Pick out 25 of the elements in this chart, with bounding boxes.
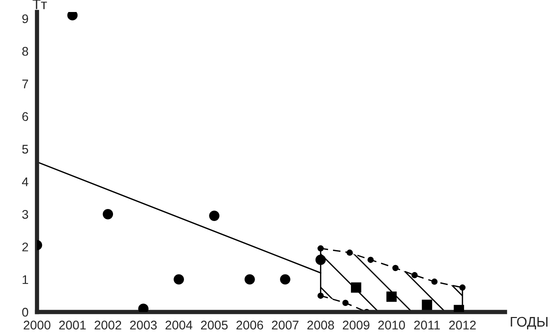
x-tick-label: 2008 <box>307 320 334 330</box>
y-tick-label: 3 <box>22 210 28 219</box>
x-tick-label: 2007 <box>272 320 298 330</box>
x-tick-label: 2004 <box>166 320 192 330</box>
y-tick-label: 1 <box>22 275 28 284</box>
y-tick-label: 7 <box>22 80 28 88</box>
y-tick-label: 2 <box>22 242 28 252</box>
y-tick-label: 6 <box>22 112 28 121</box>
y-axis-title: Тт <box>32 0 47 10</box>
x-tick-label: 2000 <box>24 320 50 330</box>
y-tick-label: 4 <box>22 177 28 186</box>
x-tick-label: 2006 <box>236 320 264 330</box>
x-axis-title: ГОДЫ <box>510 316 548 330</box>
x-tick-label: 2010 <box>378 320 405 330</box>
x-tick-label: 2001 <box>59 320 86 330</box>
y-tick-label: 5 <box>22 144 28 154</box>
y-tick-label: 9 <box>22 14 28 24</box>
x-tick-label: 2009 <box>342 320 370 330</box>
x-tick-label: 2003 <box>130 320 157 330</box>
x-tick-label: 2011 <box>414 320 440 330</box>
x-tick-label: 2012 <box>449 320 476 330</box>
x-tick-label: 2005 <box>201 320 228 330</box>
x-tick-label: 2002 <box>94 320 122 330</box>
y-tick-label: 8 <box>22 46 28 56</box>
y-tick-label: 0 <box>22 308 28 317</box>
